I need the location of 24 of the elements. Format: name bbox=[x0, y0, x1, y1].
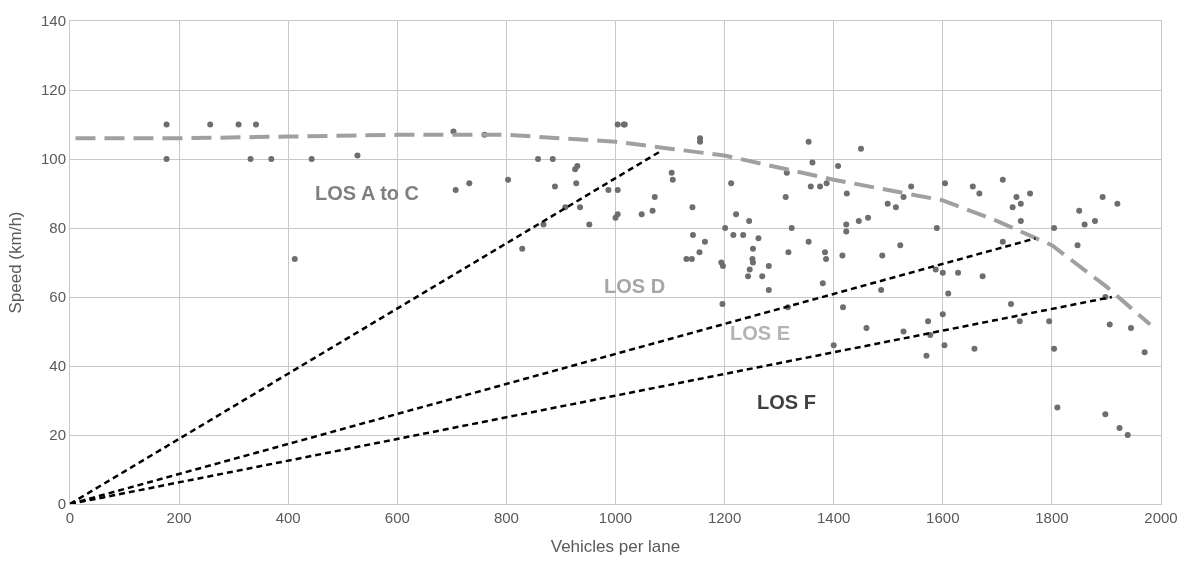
y-tick-label: 80 bbox=[49, 219, 66, 237]
x-tick-label: 600 bbox=[384, 509, 410, 526]
y-tick-label: 140 bbox=[40, 12, 66, 30]
y-tick-label: 0 bbox=[57, 495, 66, 513]
x-tick-label: 1400 bbox=[817, 509, 851, 526]
y-tick-label: 20 bbox=[49, 426, 66, 444]
x-axis-title: Vehicles per lane bbox=[550, 537, 681, 557]
annotation: LOS D bbox=[604, 275, 666, 297]
x-tick-label: 800 bbox=[493, 509, 519, 526]
x-tick-label: 200 bbox=[166, 509, 192, 526]
x-tick-label: 1200 bbox=[707, 509, 742, 526]
x-tick-label: 1000 bbox=[598, 509, 633, 526]
x-tick-label: 400 bbox=[275, 509, 301, 526]
x-tick-label: 1600 bbox=[926, 509, 960, 526]
y-tick-label: 120 bbox=[40, 81, 66, 99]
y-tick-label: 40 bbox=[49, 357, 66, 375]
annotation: LOS F bbox=[757, 391, 816, 413]
y-axis-title: Speed (km/h) bbox=[5, 211, 25, 314]
x-tick-label: 1800 bbox=[1035, 509, 1069, 526]
y-tick-label: 100 bbox=[40, 150, 66, 168]
y-tick-label: 60 bbox=[49, 288, 66, 306]
annotation: LOS A to C bbox=[315, 182, 420, 204]
annotation: LOS E bbox=[730, 322, 791, 344]
x-tick-label: 2000 bbox=[1144, 509, 1178, 526]
